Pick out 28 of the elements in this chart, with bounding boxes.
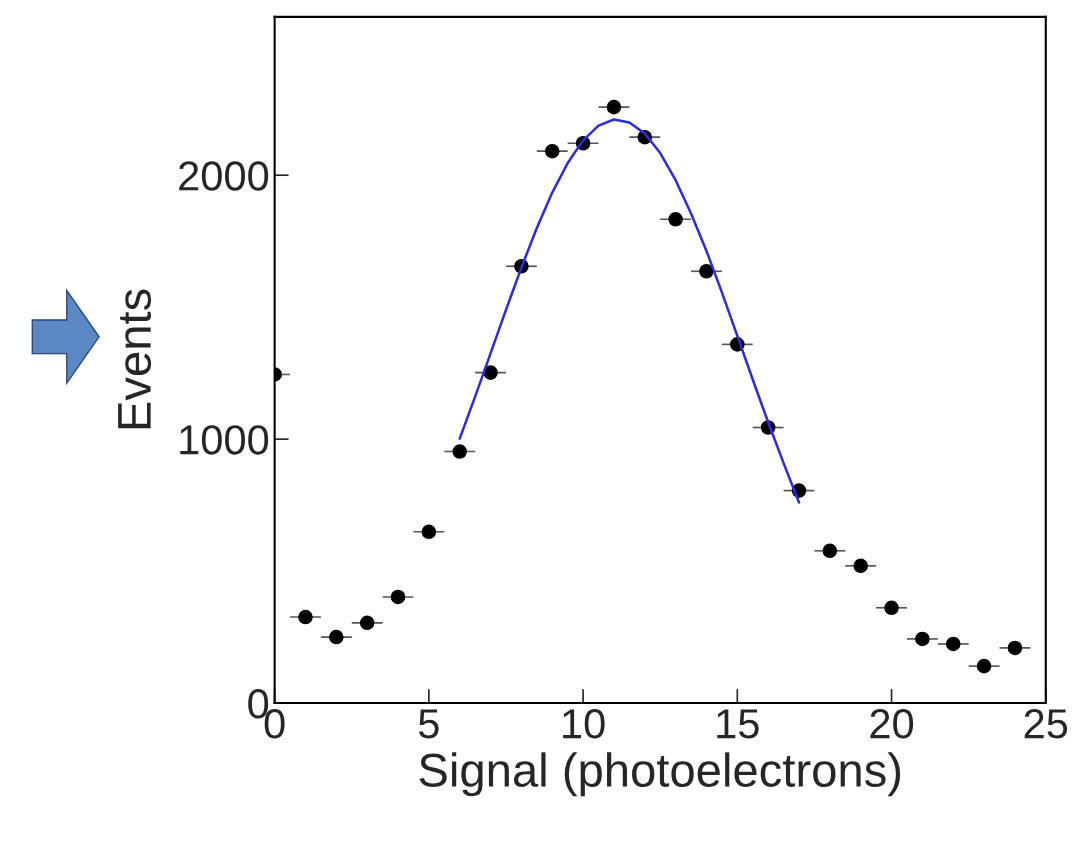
point [668, 211, 683, 227]
point [298, 609, 313, 625]
point [976, 658, 992, 674]
point [483, 365, 498, 380]
point [329, 629, 344, 645]
point [884, 600, 899, 616]
point [359, 615, 375, 631]
x-tick-label: 5 [418, 709, 439, 739]
point [822, 543, 838, 559]
point [699, 263, 714, 279]
y-tick-label: 2000 [179, 161, 269, 191]
x-tick-label: 20 [870, 709, 914, 739]
y-axis-title: Events [118, 289, 152, 429]
point [1007, 640, 1023, 656]
line-series [458, 118, 801, 504]
y-tick-label: 1000 [180, 425, 269, 455]
point [606, 99, 622, 115]
point [945, 636, 961, 652]
x-tick-label: 15 [717, 709, 759, 739]
point [421, 524, 437, 540]
point [915, 631, 930, 647]
point [853, 558, 868, 574]
x-tick-label: 25 [1024, 709, 1068, 739]
point [452, 444, 467, 459]
x-axis-title: Signal (photoelectrons) [419, 752, 901, 797]
point [544, 143, 560, 159]
point [390, 589, 406, 605]
x-tick-label: 10 [563, 709, 605, 739]
